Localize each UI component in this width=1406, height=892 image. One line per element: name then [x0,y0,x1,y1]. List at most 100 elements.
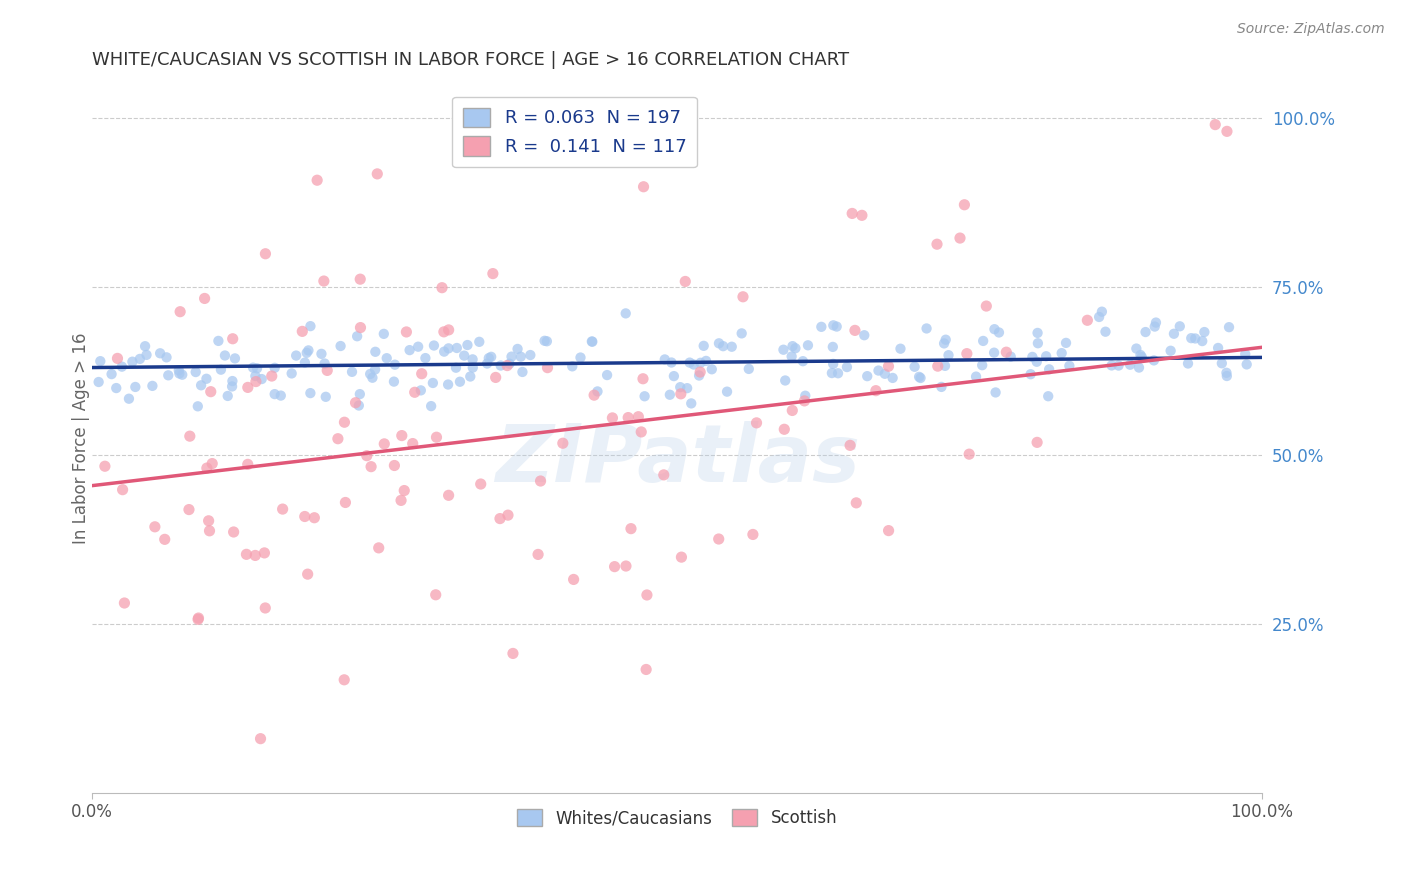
Point [382,375,405,389]
Point [391,428,413,442]
Point [394,483,416,498]
Point [915,321,938,335]
Point [956,346,979,360]
Point [631,372,654,386]
Point [340,365,363,379]
Point [821,340,844,354]
Point [124,380,146,394]
Point [1163,326,1185,341]
Point [430,281,453,295]
Point [865,384,887,398]
Point [581,334,603,349]
Point [569,351,592,365]
Point [988,326,1011,340]
Point [596,368,619,382]
Point [384,358,406,372]
Point [294,509,316,524]
Point [425,430,447,444]
Point [498,357,520,371]
Point [437,323,460,337]
Point [425,588,447,602]
Point [187,611,209,625]
Point [111,359,134,374]
Point [927,359,949,373]
Point [773,422,796,436]
Point [995,345,1018,359]
Point [965,369,987,384]
Point [823,318,845,333]
Point [1025,355,1047,369]
Point [224,351,246,366]
Legend: Whites/Caucasians, Scottish: Whites/Caucasians, Scottish [510,803,844,834]
Point [489,511,512,525]
Point [953,198,976,212]
Point [654,352,676,367]
Point [254,246,277,260]
Point [636,663,658,677]
Point [782,339,804,353]
Point [512,365,534,379]
Point [536,334,558,349]
Point [689,365,711,379]
Point [1204,118,1226,132]
Point [1194,325,1216,339]
Point [207,334,229,348]
Point [731,326,754,341]
Point [344,395,367,409]
Point [107,351,129,366]
Point [868,363,890,377]
Point [482,267,505,281]
Point [236,458,259,472]
Point [1218,320,1240,334]
Point [121,354,143,368]
Point [446,341,468,355]
Point [845,496,868,510]
Point [1143,353,1166,368]
Point [873,367,896,381]
Point [177,502,200,516]
Point [314,357,336,371]
Point [972,358,994,372]
Point [271,502,294,516]
Point [349,387,371,401]
Point [1119,358,1142,372]
Point [1180,331,1202,345]
Point [669,387,692,401]
Point [1129,348,1152,362]
Point [335,495,357,509]
Point [630,425,652,439]
Point [242,360,264,375]
Point [169,304,191,318]
Point [1236,358,1258,372]
Point [707,532,730,546]
Point [501,350,523,364]
Point [938,348,960,362]
Point [1026,336,1049,351]
Point [197,514,219,528]
Point [453,349,475,363]
Point [112,596,135,610]
Point [934,359,956,373]
Point [333,673,356,687]
Point [449,375,471,389]
Point [489,359,512,373]
Point [1059,359,1081,373]
Point [479,350,502,364]
Point [853,328,876,343]
Point [294,355,316,369]
Point [627,409,650,424]
Point [1211,356,1233,370]
Point [415,351,437,365]
Point [976,299,998,313]
Point [167,363,190,377]
Point [561,359,583,374]
Point [297,567,319,582]
Point [1108,359,1130,373]
Point [661,355,683,369]
Point [620,522,643,536]
Point [195,461,218,475]
Point [184,365,207,379]
Point [389,493,412,508]
Point [422,376,444,390]
Point [195,372,218,386]
